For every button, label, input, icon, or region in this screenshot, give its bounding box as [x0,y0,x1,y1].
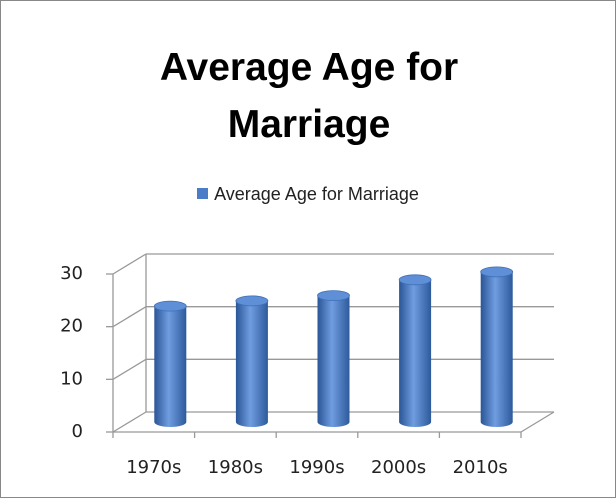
legend-label: Average Age for Marriage [214,184,419,204]
grid-line [112,411,147,433]
bar [399,279,432,428]
x-tick-label: 2010s [453,457,508,478]
bar-top [398,274,432,286]
y-tick-label: 30 [60,263,83,284]
x-tick-label: 1980s [208,457,263,478]
bar-top [235,295,269,307]
bar [154,306,187,428]
x-tick-label: 2000s [371,457,426,478]
bar [235,300,268,428]
axis-line [520,411,555,433]
legend: Average Age for Marriage [1,184,615,205]
grid-line [112,306,147,328]
x-tick-label: 1970s [126,457,181,478]
y-tick-label: 10 [60,368,83,389]
y-tick-label: 0 [72,421,83,442]
grid-line [112,253,147,275]
bar [480,271,513,428]
chart-title: Average Age for Marriage [159,46,459,146]
y-tick-label: 20 [60,316,83,337]
grid-line [112,358,147,380]
bar-top [153,300,187,312]
bar-top [317,290,350,302]
bar [317,295,350,428]
legend-swatch [197,188,209,199]
x-tick-label: 1990s [289,457,344,478]
bar-top [480,266,514,278]
